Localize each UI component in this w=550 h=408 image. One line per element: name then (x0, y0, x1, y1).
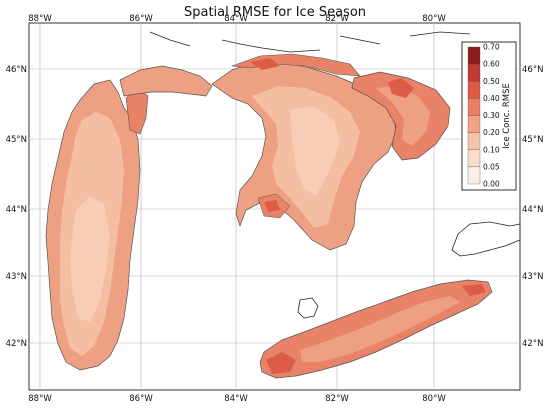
tick-label-right-0: 46°N (522, 65, 543, 75)
colorbar-tick-label: 0.60 (483, 60, 500, 69)
tick-label-top-4: 80°W (422, 14, 446, 24)
colorbar-tick-label: 0.70 (483, 43, 500, 52)
lake-erie (259, 279, 493, 379)
tick-label-bottom-0: 88°W (28, 394, 52, 404)
tick-label-left-3: 43°N (6, 272, 27, 282)
colorbar-swatch (467, 166, 481, 185)
tick-label-left-2: 44°N (6, 205, 27, 215)
colorbar-tick-label: 0.50 (483, 77, 500, 86)
tick-label-top-2: 84°W (224, 14, 248, 24)
colorbar-tick-label: 0.10 (483, 145, 500, 154)
lake-michigan (45, 79, 149, 371)
coastlines (149, 31, 521, 319)
tick-label-top-0: 88°W (28, 14, 52, 24)
colorbar-title: Ice Conc. RMSE (502, 83, 512, 149)
colorbar-swatch (467, 46, 481, 65)
tick-label-right-4: 42°N (522, 339, 543, 349)
tick-label-left-4: 42°N (6, 339, 27, 349)
bottom-tick-labels: 88°W 86°W 84°W 82°W 80°W (28, 394, 446, 404)
colorbar-tick-label: 0.00 (483, 180, 500, 189)
map-title: Spatial RMSE for Ice Season (184, 5, 366, 20)
tick-label-bottom-4: 80°W (422, 394, 446, 404)
colorbar: 0.00 0.05 0.10 0.20 0.30 0.40 0.50 0.60 0.70 Ice… (461, 41, 517, 191)
tick-label-bottom-1: 86°W (129, 394, 153, 404)
colorbar-swatch (467, 115, 481, 133)
colorbar-labels: 0.00 0.05 0.10 0.20 0.30 0.40 0.50 0.60 0.70 (483, 43, 500, 189)
colorbar-swatch (467, 81, 481, 99)
top-tick-labels: 88°W 86°W 84°W 82°W 80°W (28, 14, 446, 24)
tick-label-left-1: 45°N (6, 135, 27, 145)
colorbar-swatch (467, 98, 481, 116)
colorbar-swatch (467, 63, 481, 82)
colorbar-tick-label: 0.40 (483, 94, 500, 103)
tick-label-right-3: 43°N (522, 272, 543, 282)
tick-label-bottom-3: 82°W (325, 394, 349, 404)
colorbar-swatch (467, 132, 481, 150)
colorbar-swatches (467, 46, 481, 185)
tick-label-top-3: 82°W (325, 14, 349, 24)
tick-label-bottom-2: 84°W (224, 394, 248, 404)
colorbar-tick-label: 0.20 (483, 128, 500, 137)
lake-superior-straits (119, 65, 213, 97)
lake-huron (211, 53, 451, 251)
left-tick-labels: 46°N 45°N 44°N 43°N 42°N (6, 65, 27, 349)
tick-label-top-1: 86°W (129, 14, 153, 24)
tick-label-right-2: 44°N (522, 205, 543, 215)
colorbar-tick-label: 0.30 (483, 111, 500, 120)
colorbar-tick-label: 0.05 (483, 162, 500, 171)
tick-label-left-0: 46°N (6, 65, 27, 75)
right-tick-labels: 46°N 45°N 44°N 43°N 42°N (522, 65, 543, 349)
tick-label-right-1: 45°N (522, 135, 543, 145)
colorbar-swatch (467, 149, 481, 168)
